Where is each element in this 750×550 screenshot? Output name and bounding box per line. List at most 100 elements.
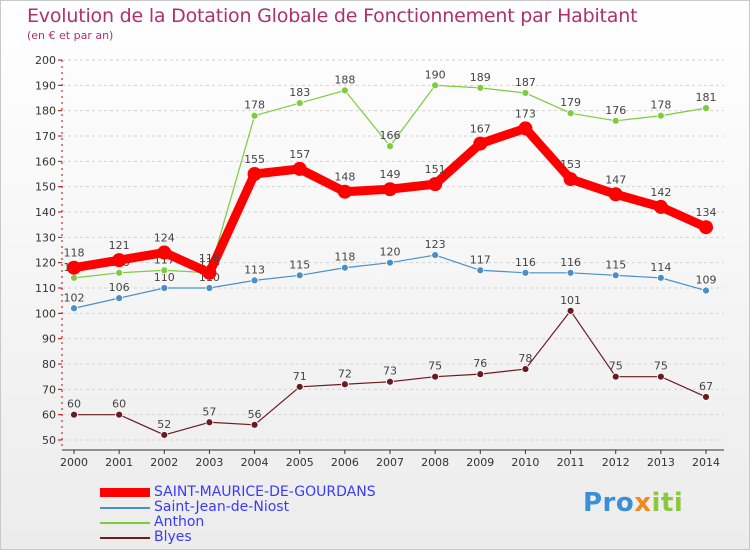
point-anthon-2008 <box>431 81 440 90</box>
point-blyes-2002 <box>160 431 169 439</box>
point-saint-jean-de-niost-2013 <box>656 273 665 282</box>
brand-part2: x <box>634 488 652 518</box>
tick-label-x-2005: 2005 <box>286 456 314 469</box>
tick-label-y-80: 80 <box>42 358 56 371</box>
data-label-blyes-2012: 75 <box>609 360 623 373</box>
point-blyes-2009 <box>476 370 485 379</box>
data-label-saint-maurice-de-gourdans-2001: 121 <box>109 239 130 252</box>
point-blyes-2011 <box>566 306 575 315</box>
point-anthon-2000 <box>70 273 78 282</box>
data-label-blyes-2013: 75 <box>654 360 668 373</box>
tick-label-x-2002: 2002 <box>150 456 178 469</box>
chart-title: Evolution de la Dotation Globale de Fonc… <box>27 5 638 27</box>
data-label-saint-maurice-de-gourdans-2007: 149 <box>380 168 401 181</box>
point-anthon-2007 <box>386 142 394 151</box>
tick-label-x-2008: 2008 <box>421 456 449 469</box>
tick-label-x-2014: 2014 <box>692 456 720 469</box>
tick-label-y-180: 180 <box>35 105 56 118</box>
data-label-saint-maurice-de-gourdans-2006: 148 <box>334 171 355 184</box>
data-label-saint-maurice-de-gourdans-2009: 167 <box>470 123 491 136</box>
legend-label-blyes: Blyes <box>154 529 192 545</box>
data-label-saint-maurice-de-gourdans-2014: 134 <box>696 206 717 219</box>
legend-label-saint-maurice-de-gourdans: SAINT-MAURICE-DE-GOURDANS <box>154 484 376 500</box>
point-anthon-2006 <box>340 86 349 95</box>
tick-label-y-130: 130 <box>35 231 56 244</box>
point-anthon-2010 <box>521 89 530 97</box>
point-saint-jean-de-niost-2003 <box>205 284 214 292</box>
data-label-anthon-2012: 176 <box>605 104 626 117</box>
data-label-anthon-2014: 181 <box>696 91 717 104</box>
data-label-anthon-2006: 188 <box>334 73 355 86</box>
data-label-anthon-2013: 178 <box>650 99 671 112</box>
point-saint-jean-de-niost-2008 <box>431 251 440 259</box>
data-label-blyes-2000: 60 <box>67 398 81 411</box>
tick-label-y-120: 120 <box>35 257 56 270</box>
point-anthon-2013 <box>656 111 665 120</box>
tick-label-x-2006: 2006 <box>331 456 359 469</box>
point-saint-maurice-de-gourdans-2013 <box>653 199 668 214</box>
data-label-saint-jean-de-niost-2000: 102 <box>64 291 85 304</box>
point-saint-maurice-de-gourdans-2010 <box>518 121 533 136</box>
data-label-blyes-2005: 71 <box>293 370 307 383</box>
data-label-saint-maurice-de-gourdans-2005: 157 <box>289 148 310 161</box>
tick-label-x-2007: 2007 <box>376 456 404 469</box>
data-label-blyes-2001: 60 <box>112 398 126 411</box>
tick-label-x-2009: 2009 <box>466 456 494 469</box>
data-label-blyes-2004: 56 <box>248 408 262 421</box>
point-blyes-2012 <box>611 372 620 381</box>
point-saint-jean-de-niost-2005 <box>295 271 304 280</box>
point-anthon-2014 <box>702 104 710 113</box>
point-blyes-2010 <box>521 365 530 373</box>
point-anthon-2011 <box>566 109 575 118</box>
data-label-saint-jean-de-niost-2014: 109 <box>696 274 717 287</box>
point-blyes-2008 <box>431 372 440 381</box>
point-saint-maurice-de-gourdans-2004 <box>247 167 262 181</box>
legend-label-saint-jean-de-niost: Saint-Jean-de-Niost <box>154 499 290 515</box>
tick-label-y-170: 170 <box>35 130 56 143</box>
data-label-saint-maurice-de-gourdans-2011: 153 <box>560 158 581 171</box>
point-blyes-2001 <box>115 410 124 419</box>
point-saint-jean-de-niost-2009 <box>476 266 485 275</box>
data-label-saint-jean-de-niost-2011: 116 <box>560 256 581 269</box>
tick-label-y-90: 90 <box>42 333 56 346</box>
data-label-anthon-2004: 178 <box>244 99 265 112</box>
data-label-saint-jean-de-niost-2012: 115 <box>605 258 626 271</box>
data-label-saint-maurice-de-gourdans-2013: 142 <box>650 186 671 199</box>
point-anthon-2002 <box>160 266 169 275</box>
point-saint-jean-de-niost-2000 <box>70 304 78 313</box>
legend-swatch-saint-maurice-de-gourdans <box>100 488 150 497</box>
point-anthon-2009 <box>476 83 485 92</box>
tick-label-x-2001: 2001 <box>105 456 133 469</box>
point-blyes-2004 <box>250 420 259 429</box>
proxiti-logo: Proxiti <box>583 488 683 518</box>
point-saint-jean-de-niost-2004 <box>250 276 259 285</box>
data-label-blyes-2009: 76 <box>473 357 487 370</box>
data-label-saint-jean-de-niost-2010: 116 <box>515 256 536 269</box>
point-saint-maurice-de-gourdans-2005 <box>292 161 307 176</box>
data-label-saint-maurice-de-gourdans-2008: 151 <box>425 163 446 176</box>
data-label-saint-jean-de-niost-2004: 113 <box>244 263 265 276</box>
point-saint-maurice-de-gourdans-2002 <box>157 245 172 260</box>
chart-subtitle: (en € et par an) <box>27 29 114 42</box>
data-label-saint-jean-de-niost-2001: 106 <box>109 281 130 294</box>
tick-label-y-150: 150 <box>35 181 56 194</box>
tick-label-y-100: 100 <box>35 307 56 320</box>
data-label-anthon-2007: 166 <box>380 129 401 142</box>
tick-label-x-2000: 2000 <box>60 456 88 469</box>
tick-label-y-140: 140 <box>35 206 56 219</box>
data-label-saint-jean-de-niost-2007: 120 <box>380 246 401 259</box>
tick-label-x-2011: 2011 <box>557 456 585 469</box>
tick-label-y-200: 200 <box>35 54 56 67</box>
point-saint-maurice-de-gourdans-2000 <box>67 260 81 275</box>
legend-swatch-anthon <box>100 522 150 524</box>
point-anthon-2001 <box>115 268 124 277</box>
point-saint-jean-de-niost-2010 <box>521 268 530 277</box>
tick-label-x-2004: 2004 <box>241 456 269 469</box>
tick-label-x-2010: 2010 <box>511 456 539 469</box>
data-label-saint-maurice-de-gourdans-2004: 155 <box>244 153 265 166</box>
data-label-anthon-2008: 190 <box>425 68 446 81</box>
point-saint-maurice-de-gourdans-2003 <box>202 265 217 280</box>
data-label-blyes-2011: 101 <box>560 294 581 307</box>
brand-part1: Pro <box>583 488 635 518</box>
